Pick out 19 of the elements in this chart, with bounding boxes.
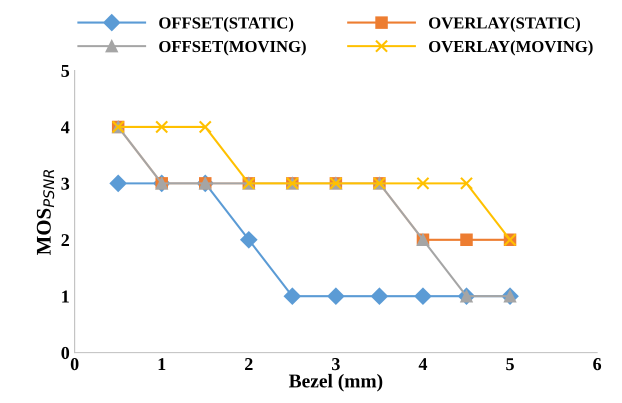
x-axis-title: Bezel (mm) (288, 374, 382, 392)
x-tick-label: 4 (418, 358, 428, 370)
x-tick-label: 0 (70, 358, 78, 370)
x-tick-label: 3 (332, 358, 340, 370)
legend-label: OVERLAY(MOVING) (429, 40, 593, 56)
x-tick-label: 2 (245, 358, 253, 370)
x-tick-label: 6 (593, 358, 602, 370)
x-tick-label: 1 (158, 358, 166, 370)
x-tick-label: 5 (506, 358, 514, 370)
y-tick-label: 3 (61, 178, 70, 190)
legend-label: OVERLAY(STATIC) (429, 16, 580, 32)
y-tick-label: 4 (61, 121, 70, 134)
y-tick-label: 1 (62, 290, 69, 302)
y-tick-label: 0 (61, 346, 70, 360)
y-tick-label: 2 (62, 234, 70, 246)
legend-label: OFFSET(STATIC) (159, 16, 294, 32)
y-axis-title: MOS$_{PSNR}$ (36, 170, 54, 255)
legend-label: OFFSET(MOVING) (159, 40, 306, 56)
y-tick-label: 5 (61, 64, 70, 77)
